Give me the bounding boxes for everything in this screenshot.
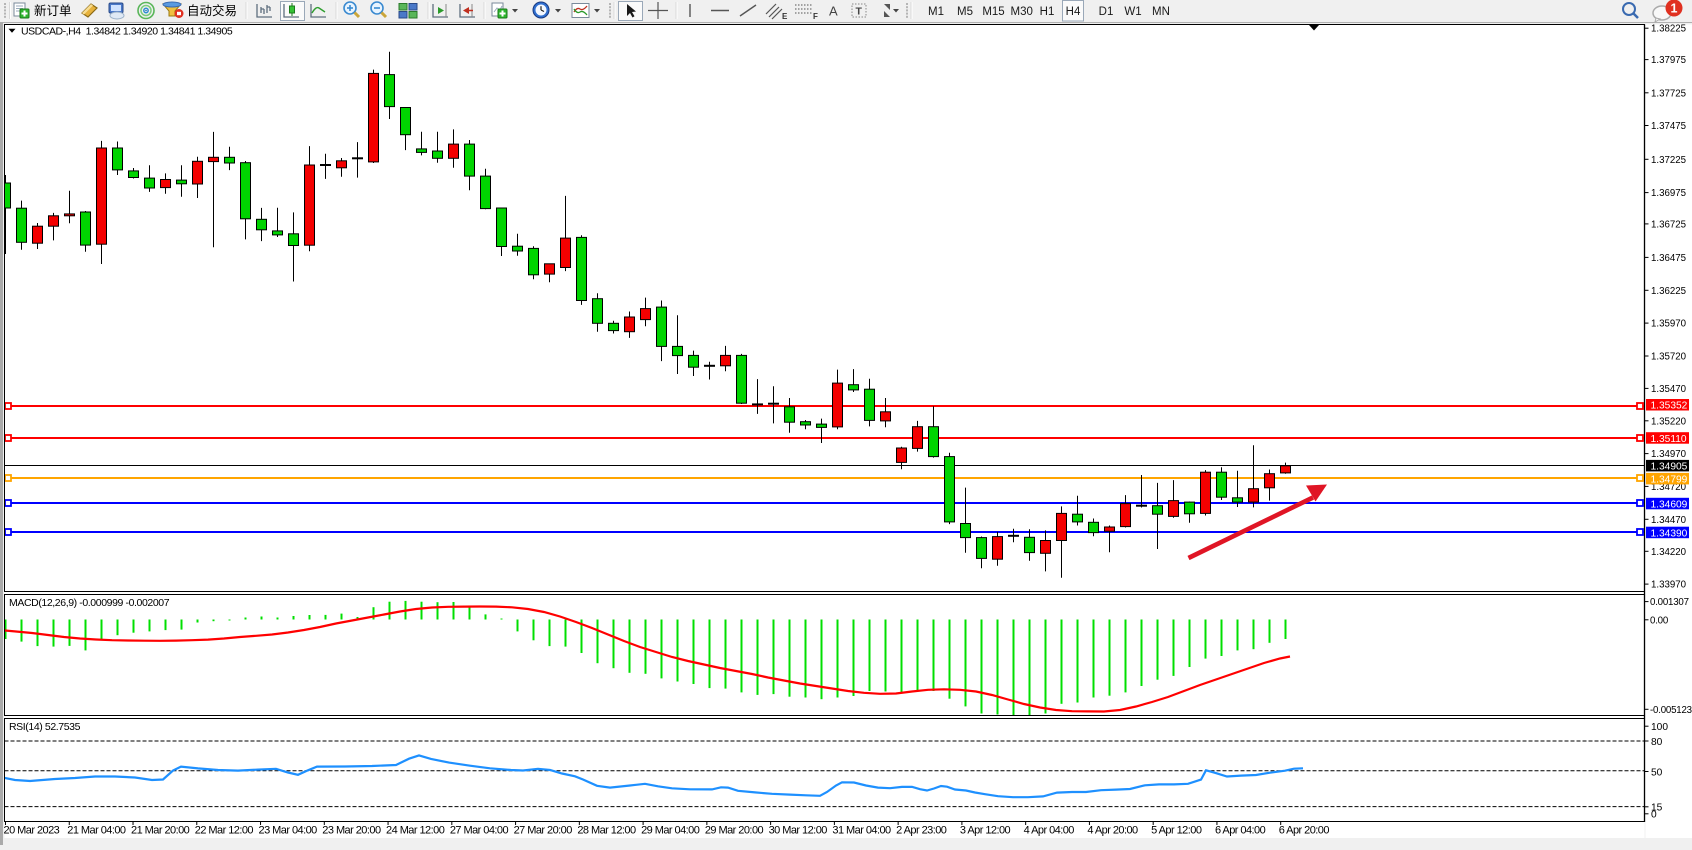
svg-text:T: T (856, 5, 863, 17)
svg-text:3 Apr 12:00: 3 Apr 12:00 (960, 825, 1011, 837)
svg-text:1.35110: 1.35110 (1651, 434, 1687, 445)
svg-text:1.33970: 1.33970 (1651, 580, 1687, 591)
svg-text:1.38225: 1.38225 (1651, 24, 1686, 35)
svg-text:1.34970: 1.34970 (1651, 449, 1687, 460)
svg-text:80: 80 (1651, 737, 1663, 748)
svg-text:1.35470: 1.35470 (1651, 384, 1687, 395)
svg-text:6 Apr 04:00: 6 Apr 04:00 (1215, 825, 1266, 837)
svg-text:1.34220: 1.34220 (1651, 547, 1687, 558)
svg-text:1.35352: 1.35352 (1651, 401, 1688, 412)
svg-text:USDCAD-,H4 1.34842 1.34920 1.: USDCAD-,H4 1.34842 1.34920 1.34841 1.349… (21, 25, 233, 37)
svg-text:RSI(14) 52.7535: RSI(14) 52.7535 (9, 721, 81, 733)
svg-text:22 Mar 12:00: 22 Mar 12:00 (195, 825, 254, 837)
svg-text:27 Mar 20:00: 27 Mar 20:00 (514, 825, 573, 837)
svg-text:H4: H4 (1066, 5, 1081, 17)
svg-text:1.36975: 1.36975 (1651, 188, 1686, 199)
svg-text:28 Mar 12:00: 28 Mar 12:00 (577, 825, 636, 837)
svg-text:1.36725: 1.36725 (1651, 219, 1686, 230)
svg-text:0.001307: 0.001307 (1650, 597, 1689, 608)
svg-text:F: F (813, 12, 818, 21)
svg-text:1.37225: 1.37225 (1651, 155, 1686, 166)
svg-text:-0.005123: -0.005123 (1650, 705, 1692, 716)
svg-text:29 Mar 20:00: 29 Mar 20:00 (705, 825, 764, 837)
svg-text:M1: M1 (928, 5, 944, 17)
svg-text:1.34390: 1.34390 (1651, 528, 1688, 539)
svg-text:2 Apr 23:00: 2 Apr 23:00 (896, 825, 947, 837)
svg-text:23 Mar 04:00: 23 Mar 04:00 (259, 825, 318, 837)
svg-text:1.37725: 1.37725 (1651, 88, 1686, 99)
svg-text:0: 0 (1651, 810, 1657, 821)
svg-text:A: A (829, 3, 838, 18)
svg-text:21 Mar 20:00: 21 Mar 20:00 (131, 825, 190, 837)
svg-text:20 Mar 2023: 20 Mar 2023 (4, 825, 60, 837)
svg-text:M5: M5 (957, 5, 973, 17)
svg-text:1.34609: 1.34609 (1651, 500, 1688, 511)
svg-text:29 Mar 04:00: 29 Mar 04:00 (641, 825, 700, 837)
svg-text:1.35970: 1.35970 (1651, 319, 1687, 330)
svg-text:MACD(12,26,9) -0.000999 -0.002: MACD(12,26,9) -0.000999 -0.002007 (9, 597, 170, 609)
svg-text:W1: W1 (1124, 5, 1141, 17)
svg-text:1.35220: 1.35220 (1651, 416, 1687, 427)
svg-text:21 Mar 04:00: 21 Mar 04:00 (67, 825, 126, 837)
svg-text:27 Mar 04:00: 27 Mar 04:00 (450, 825, 509, 837)
svg-text:D1: D1 (1099, 5, 1114, 17)
svg-text:1.36475: 1.36475 (1651, 253, 1686, 264)
svg-text:1.36225: 1.36225 (1651, 286, 1686, 297)
svg-text:6 Apr 20:00: 6 Apr 20:00 (1279, 825, 1330, 837)
svg-text:5 Apr 12:00: 5 Apr 12:00 (1151, 825, 1202, 837)
svg-text:24 Mar 12:00: 24 Mar 12:00 (386, 825, 445, 837)
svg-text:1.37475: 1.37475 (1651, 121, 1686, 132)
svg-text:1.34905: 1.34905 (1651, 462, 1688, 473)
svg-text:1.35720: 1.35720 (1651, 352, 1687, 363)
svg-text:自动交易: 自动交易 (187, 3, 237, 18)
svg-text:30 Mar 12:00: 30 Mar 12:00 (769, 825, 828, 837)
svg-text:4 Apr 04:00: 4 Apr 04:00 (1024, 825, 1075, 837)
svg-text:新订单: 新订单 (34, 3, 72, 18)
svg-text:E: E (782, 12, 788, 21)
svg-text:23 Mar 20:00: 23 Mar 20:00 (322, 825, 381, 837)
svg-text:50: 50 (1651, 767, 1663, 778)
svg-text:100: 100 (1651, 722, 1668, 733)
svg-text:1.34799: 1.34799 (1651, 475, 1688, 486)
svg-text:1.37975: 1.37975 (1651, 55, 1686, 66)
svg-text:1: 1 (1671, 1, 1678, 15)
svg-text:0.00: 0.00 (1650, 615, 1669, 626)
svg-text:31 Mar 04:00: 31 Mar 04:00 (832, 825, 891, 837)
svg-text:MN: MN (1152, 5, 1170, 17)
svg-text:1.34470: 1.34470 (1651, 515, 1687, 526)
svg-text:M30: M30 (1011, 5, 1033, 17)
svg-text:4 Apr 20:00: 4 Apr 20:00 (1087, 825, 1138, 837)
svg-text:H1: H1 (1040, 5, 1055, 17)
svg-text:M15: M15 (982, 5, 1004, 17)
